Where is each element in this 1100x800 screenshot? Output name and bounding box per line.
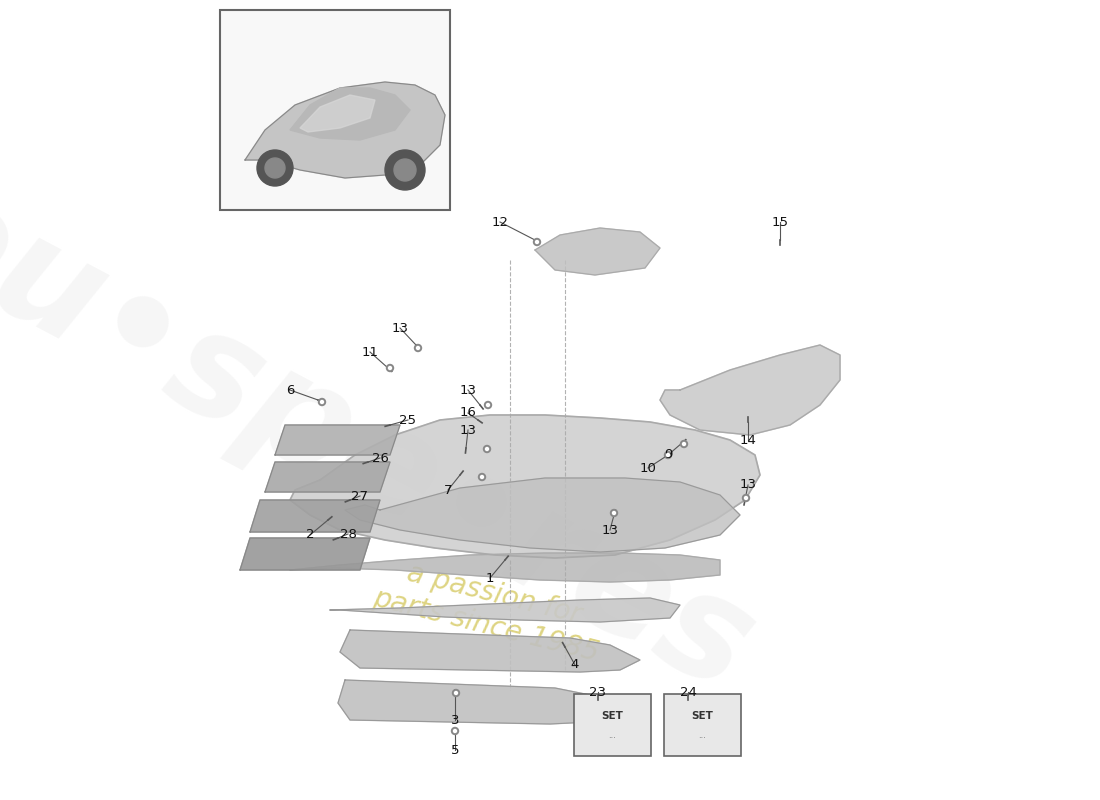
Polygon shape [290, 553, 720, 582]
Polygon shape [290, 88, 410, 140]
Bar [220, 10, 450, 210]
Text: 13: 13 [602, 523, 618, 537]
Polygon shape [300, 95, 375, 132]
Text: 12: 12 [492, 215, 508, 229]
Circle shape [415, 345, 421, 351]
Text: 14: 14 [739, 434, 757, 446]
Text: ...: ... [608, 731, 616, 740]
Circle shape [417, 346, 419, 350]
Circle shape [385, 150, 425, 190]
Circle shape [386, 365, 394, 371]
Polygon shape [660, 345, 840, 435]
Circle shape [451, 727, 459, 734]
Text: a passion for
parts since 1985: a passion for parts since 1985 [371, 553, 609, 667]
Polygon shape [340, 630, 640, 672]
Circle shape [388, 366, 392, 370]
Text: 23: 23 [590, 686, 606, 698]
Circle shape [484, 402, 492, 409]
Text: 5: 5 [451, 743, 460, 757]
Circle shape [484, 446, 491, 453]
Text: 24: 24 [680, 686, 696, 698]
Circle shape [394, 159, 416, 181]
Polygon shape [290, 415, 760, 558]
Polygon shape [330, 598, 680, 622]
Circle shape [257, 150, 293, 186]
Text: eu•spe•res: eu•spe•res [0, 158, 777, 722]
Text: 4: 4 [571, 658, 580, 671]
Text: SET: SET [602, 711, 624, 721]
Text: 13: 13 [392, 322, 408, 334]
FancyBboxPatch shape [574, 694, 651, 756]
Text: 27: 27 [352, 490, 368, 502]
Circle shape [667, 454, 670, 457]
Polygon shape [338, 680, 610, 724]
Circle shape [486, 403, 490, 406]
Text: SET: SET [692, 711, 714, 721]
Text: 13: 13 [460, 383, 476, 397]
FancyBboxPatch shape [664, 694, 741, 756]
Circle shape [452, 690, 460, 697]
Polygon shape [240, 538, 370, 570]
Polygon shape [535, 228, 660, 275]
Circle shape [453, 730, 456, 733]
Circle shape [536, 241, 539, 243]
Text: 6: 6 [286, 383, 294, 397]
Circle shape [265, 158, 285, 178]
Circle shape [485, 447, 488, 450]
Circle shape [742, 494, 749, 502]
Polygon shape [265, 462, 390, 492]
Circle shape [478, 474, 485, 481]
Circle shape [534, 238, 540, 246]
Text: 13: 13 [460, 423, 476, 437]
Circle shape [320, 401, 323, 403]
Text: 2: 2 [306, 529, 315, 542]
Polygon shape [250, 500, 380, 532]
Text: 11: 11 [362, 346, 378, 358]
Text: 1: 1 [486, 571, 494, 585]
Text: 26: 26 [372, 451, 388, 465]
Text: 10: 10 [639, 462, 657, 474]
Text: 28: 28 [340, 527, 356, 541]
Text: 25: 25 [399, 414, 417, 426]
Polygon shape [245, 82, 446, 178]
Text: 16: 16 [460, 406, 476, 419]
Circle shape [681, 441, 688, 447]
Text: 9: 9 [663, 449, 672, 462]
Circle shape [454, 691, 458, 694]
Circle shape [664, 451, 671, 458]
Text: 3: 3 [451, 714, 460, 726]
Circle shape [745, 497, 748, 499]
Text: 7: 7 [443, 483, 452, 497]
Circle shape [613, 511, 616, 514]
Text: 15: 15 [771, 215, 789, 229]
Circle shape [682, 442, 685, 446]
Text: 13: 13 [739, 478, 757, 491]
Circle shape [481, 475, 484, 478]
Circle shape [319, 398, 326, 406]
Text: ...: ... [698, 731, 706, 740]
Circle shape [610, 510, 617, 517]
Polygon shape [275, 425, 400, 455]
Polygon shape [345, 478, 740, 552]
